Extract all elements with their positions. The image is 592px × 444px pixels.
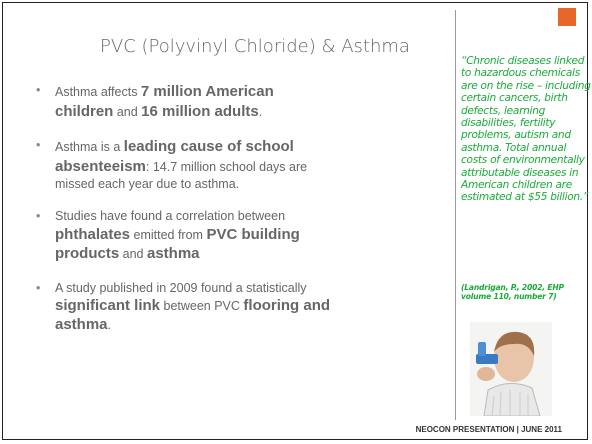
bold-text: flooring and asthma xyxy=(55,296,331,334)
bold-text: leading cause of school absenteeism xyxy=(55,138,294,175)
text: between PVC xyxy=(160,298,244,313)
citation: (Landrigan, P., 2002, EHP volume 110, nu… xyxy=(461,283,564,302)
divider xyxy=(455,10,456,420)
logo xyxy=(558,8,576,26)
text: : 14.7 million school days are missed ea… xyxy=(55,159,308,192)
text: . xyxy=(258,104,263,119)
bullet: Studies have found a correlation between… xyxy=(36,208,336,263)
bold-text: 7 million American children xyxy=(55,83,274,120)
text: and xyxy=(113,104,142,119)
bold-text: phthalates xyxy=(55,225,131,243)
text: emitted from xyxy=(130,227,207,242)
bold-text: significant link xyxy=(55,296,161,314)
slide-title: PVC (Polyvinyl Chloride) & Asthma xyxy=(100,36,410,57)
bold-text: 16 million adults xyxy=(141,102,259,120)
text: Studies have found a correlation between xyxy=(55,209,286,224)
footer: NEOCON PRESENTATION | JUNE 2011 xyxy=(415,425,562,434)
text: Asthma is a xyxy=(55,140,124,154)
text: . xyxy=(107,318,112,333)
bullet: A study published in 2009 found a statis… xyxy=(36,280,336,335)
bullet-list: Asthma affects 7 million American childr… xyxy=(36,82,336,351)
bullet: Asthma affects 7 million American childr… xyxy=(36,82,336,121)
text: Asthma affects xyxy=(55,85,141,99)
bold-text: PVC building products xyxy=(55,225,300,263)
quote: “Chronic diseases linked to hazardous ch… xyxy=(461,55,591,204)
photo xyxy=(470,322,552,416)
text: A study published in 2009 found a statis… xyxy=(55,280,307,295)
bold-text: asthma xyxy=(146,245,200,262)
text: and xyxy=(119,247,147,261)
frame xyxy=(2,2,588,440)
bullet: Asthma is a leading cause of school abse… xyxy=(36,137,336,192)
